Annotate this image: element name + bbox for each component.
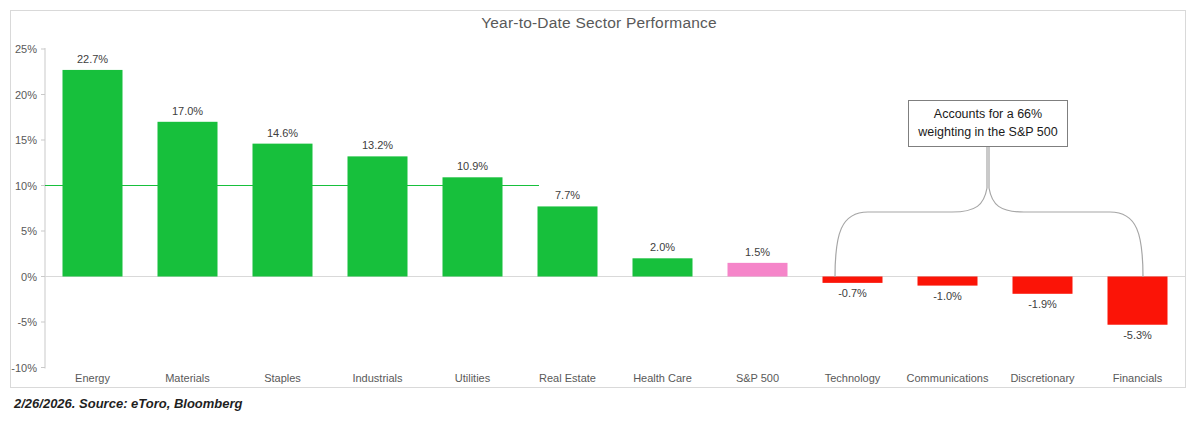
- annotation-line-2: weighting in the S&P 500: [911, 123, 1065, 141]
- annotation-callout: Accounts for a 66% weighting in the S&P …: [908, 100, 1068, 147]
- annotation-line-1: Accounts for a 66%: [911, 105, 1065, 123]
- chart-title: Year-to-Date Sector Performance: [10, 14, 1188, 32]
- source-note: 2/26/2026. Source: eToro, Bloomberg: [14, 396, 243, 411]
- chart-frame: [10, 10, 1186, 388]
